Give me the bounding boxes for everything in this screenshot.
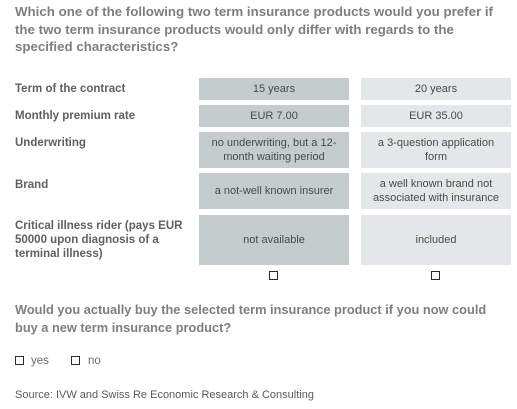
- survey-question: Which one of the following two term insu…: [15, 4, 493, 54]
- no-label: no: [88, 355, 101, 367]
- followup-question: Would you actually buy the selected term…: [15, 302, 487, 335]
- yes-checkbox[interactable]: [15, 356, 24, 365]
- source-note: Source: IVW and Swiss Re Economic Resear…: [15, 389, 314, 401]
- option-a-premium: EUR 7.00: [199, 105, 349, 127]
- option-b-premium: EUR 35.00: [361, 105, 511, 127]
- row-label-term: Term of the contract: [15, 83, 126, 95]
- yes-label: yes: [31, 355, 49, 367]
- option-a-brand: a not-well known insurer: [199, 173, 349, 209]
- option-b-term: 20 years: [361, 78, 511, 100]
- row-label-premium: Monthly premium rate: [15, 110, 136, 122]
- no-checkbox[interactable]: [71, 356, 80, 365]
- option-b-underwriting: a 3-question application form: [361, 132, 511, 168]
- option-b-brand: a well known brand not associated with i…: [361, 173, 511, 209]
- select-option-a-checkbox[interactable]: [269, 271, 278, 280]
- select-option-b-checkbox[interactable]: [431, 271, 440, 280]
- row-label-underwriting: Underwriting: [15, 137, 86, 149]
- option-a-critical-illness: not available: [199, 215, 349, 265]
- row-label-brand: Brand: [15, 179, 49, 191]
- option-a-term: 15 years: [199, 78, 349, 100]
- row-label-critical-illness: Critical illness rider (pays EUR 50000 u…: [15, 220, 183, 260]
- option-a-underwriting: no underwriting, but a 12-month waiting …: [199, 132, 349, 168]
- option-b-critical-illness: included: [361, 215, 511, 265]
